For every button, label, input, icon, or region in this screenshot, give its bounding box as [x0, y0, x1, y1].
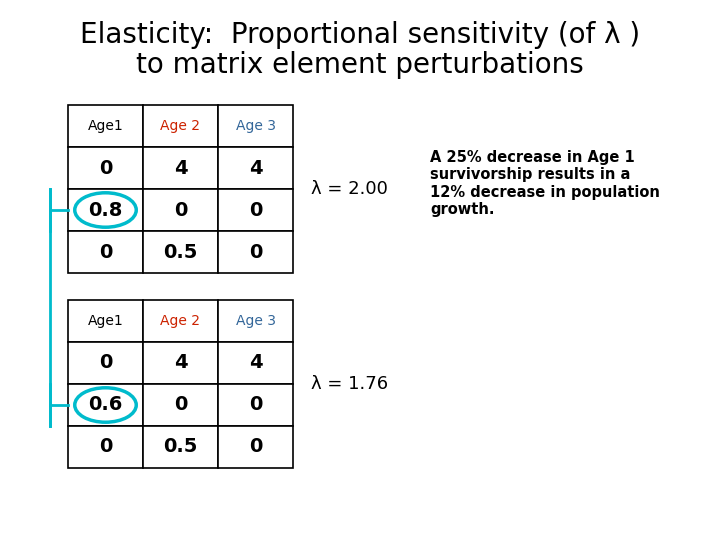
- Text: 0.8: 0.8: [89, 200, 122, 219]
- Text: Age 2: Age 2: [161, 314, 200, 328]
- Bar: [218, 189, 293, 231]
- Bar: [143, 105, 218, 147]
- Text: Age1: Age1: [88, 119, 123, 133]
- Bar: [143, 189, 218, 231]
- Bar: [218, 147, 293, 189]
- Text: Age 3: Age 3: [235, 119, 276, 133]
- Text: 0: 0: [99, 354, 112, 373]
- Bar: [218, 231, 293, 273]
- Bar: [143, 342, 218, 384]
- Text: Age 2: Age 2: [161, 119, 200, 133]
- Bar: [218, 426, 293, 468]
- Bar: [143, 147, 218, 189]
- Text: 0: 0: [249, 200, 262, 219]
- Bar: [218, 105, 293, 147]
- Text: A 25% decrease in Age 1
survivorship results in a
12% decrease in population
gro: A 25% decrease in Age 1 survivorship res…: [430, 150, 660, 217]
- Text: 0.5: 0.5: [163, 242, 198, 261]
- Bar: [68, 300, 143, 342]
- Text: 0: 0: [174, 200, 187, 219]
- Bar: [218, 300, 293, 342]
- Text: 4: 4: [248, 159, 262, 178]
- Text: λ = 1.76: λ = 1.76: [311, 375, 388, 393]
- Bar: [143, 426, 218, 468]
- Text: 4: 4: [174, 159, 187, 178]
- Bar: [218, 342, 293, 384]
- Bar: [68, 231, 143, 273]
- Bar: [143, 231, 218, 273]
- Text: 4: 4: [174, 354, 187, 373]
- Text: to matrix element perturbations: to matrix element perturbations: [136, 51, 584, 79]
- Bar: [68, 189, 143, 231]
- Bar: [143, 300, 218, 342]
- Bar: [68, 105, 143, 147]
- Bar: [68, 426, 143, 468]
- Text: 0.5: 0.5: [163, 437, 198, 456]
- Bar: [218, 384, 293, 426]
- Text: 0: 0: [249, 395, 262, 415]
- Text: Age 3: Age 3: [235, 314, 276, 328]
- Text: 0: 0: [99, 242, 112, 261]
- Text: 0: 0: [174, 395, 187, 415]
- Text: 4: 4: [248, 354, 262, 373]
- Text: 0: 0: [99, 159, 112, 178]
- Bar: [68, 342, 143, 384]
- Bar: [68, 384, 143, 426]
- Text: 0: 0: [99, 437, 112, 456]
- Text: λ = 2.00: λ = 2.00: [311, 180, 388, 198]
- Text: 0: 0: [249, 242, 262, 261]
- Bar: [68, 147, 143, 189]
- Text: Elasticity:  Proportional sensitivity (of λ ): Elasticity: Proportional sensitivity (of…: [80, 21, 640, 49]
- Text: Age1: Age1: [88, 314, 123, 328]
- Text: 0: 0: [249, 437, 262, 456]
- Bar: [143, 384, 218, 426]
- Text: 0.6: 0.6: [89, 395, 122, 415]
